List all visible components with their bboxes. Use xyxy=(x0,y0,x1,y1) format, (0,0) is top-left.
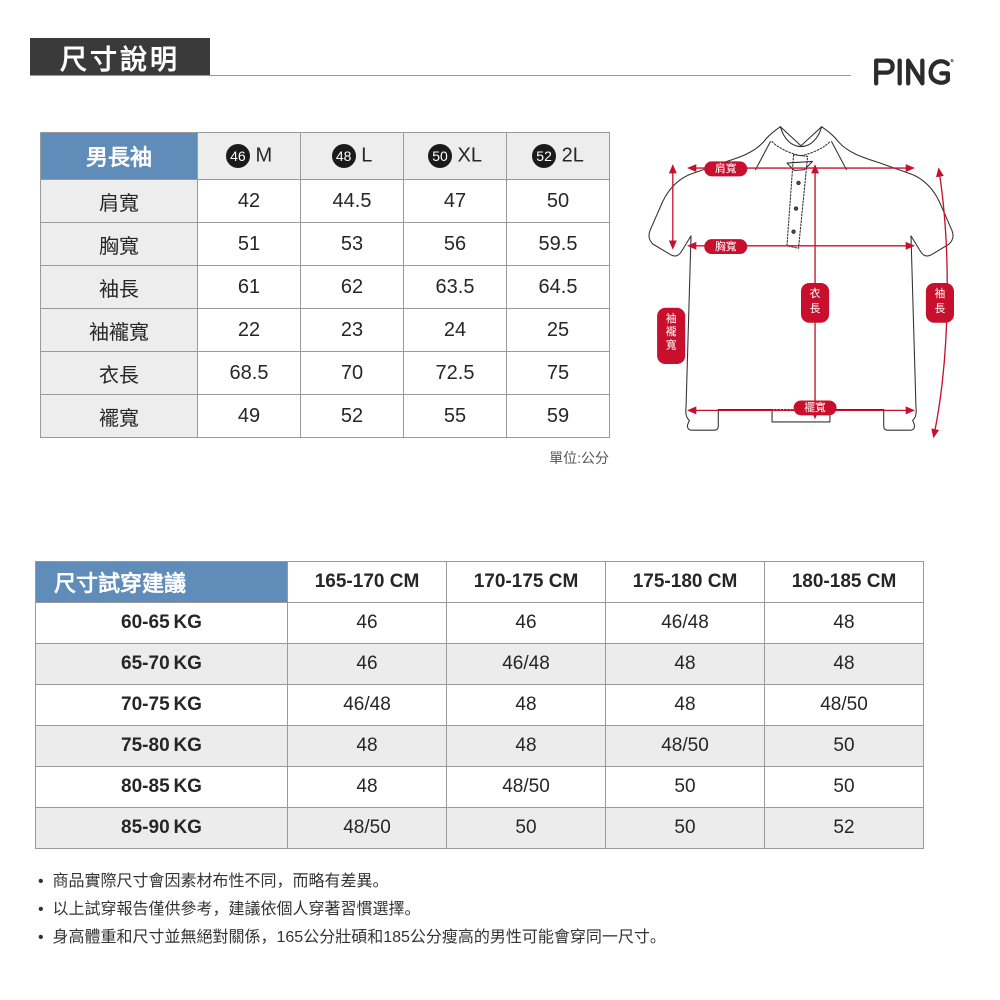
svg-text:長: 長 xyxy=(810,303,821,315)
svg-text:袖: 袖 xyxy=(935,287,946,300)
svg-text:襱: 襱 xyxy=(666,325,677,338)
svg-text:衣: 衣 xyxy=(810,287,821,300)
svg-text:寬: 寬 xyxy=(666,338,677,351)
svg-text:胸寬: 胸寬 xyxy=(715,240,737,253)
svg-text:袖: 袖 xyxy=(666,312,677,325)
svg-text:長: 長 xyxy=(935,303,946,315)
svg-text:襬寬: 襬寬 xyxy=(804,401,826,414)
svg-text:肩寬: 肩寬 xyxy=(715,162,737,175)
